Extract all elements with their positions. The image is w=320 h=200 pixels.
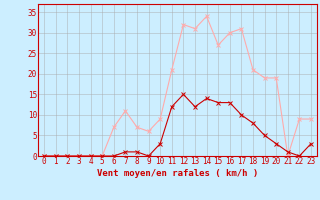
X-axis label: Vent moyen/en rafales ( km/h ): Vent moyen/en rafales ( km/h )	[97, 169, 258, 178]
